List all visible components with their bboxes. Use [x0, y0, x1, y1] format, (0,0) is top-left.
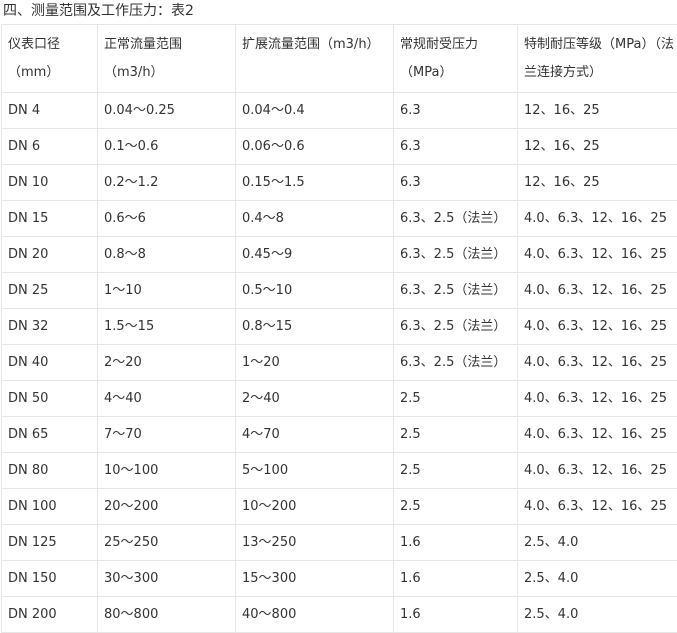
cell-extended-flow: 40～800: [236, 597, 394, 633]
cell-normal-flow: 1～10: [98, 273, 236, 309]
section-title: 四、测量范围及工作压力：表2: [3, 2, 194, 20]
cell-normal-pressure: 6.3、2.5（法兰）: [394, 309, 518, 345]
cell-special-pressure: 4.0、6.3、12、16、25: [518, 417, 677, 453]
cell-special-pressure: 4.0、6.3、12、16、25: [518, 381, 677, 417]
cell-normal-flow: 4～40: [98, 381, 236, 417]
cell-special-pressure: 2.5、4.0: [518, 525, 677, 561]
cell-normal-flow: 1.5～15: [98, 309, 236, 345]
cell-extended-flow: 0.4～8: [236, 201, 394, 237]
cell-normal-flow: 0.8～8: [98, 237, 236, 273]
cell-diameter: DN 150: [2, 561, 98, 597]
cell-special-pressure: 4.0、6.3、12、16、25: [518, 237, 677, 273]
cell-special-pressure: 4.0、6.3、12、16、25: [518, 489, 677, 525]
header-special-pressure: 特制耐压等级（MPa）（法兰连接方式）: [518, 25, 677, 93]
cell-normal-flow: 0.04～0.25: [98, 93, 236, 129]
header-extended-flow: 扩展流量范围（m3/h）: [236, 25, 394, 93]
cell-diameter: DN 100: [2, 489, 98, 525]
cell-normal-pressure: 1.6: [394, 597, 518, 633]
cell-normal-pressure: 1.6: [394, 525, 518, 561]
cell-normal-flow: 7～70: [98, 417, 236, 453]
cell-diameter: DN 15: [2, 201, 98, 237]
cell-diameter: DN 32: [2, 309, 98, 345]
cell-extended-flow: 0.45～9: [236, 237, 394, 273]
cell-normal-flow: 30～300: [98, 561, 236, 597]
header-diameter: 仪表口径（mm）: [2, 25, 98, 93]
cell-diameter: DN 200: [2, 597, 98, 633]
pressure-range-table: 仪表口径（mm） 正常流量范围（m3/h） 扩展流量范围（m3/h） 常规耐受压…: [1, 24, 677, 633]
cell-normal-pressure: 2.5: [394, 381, 518, 417]
cell-normal-flow: 0.1～0.6: [98, 129, 236, 165]
cell-diameter: DN 10: [2, 165, 98, 201]
cell-extended-flow: 0.06～0.6: [236, 129, 394, 165]
cell-normal-pressure: 1.6: [394, 561, 518, 597]
cell-special-pressure: 4.0、6.3、12、16、25: [518, 345, 677, 381]
cell-normal-pressure: 2.5: [394, 489, 518, 525]
cell-normal-pressure: 6.3、2.5（法兰）: [394, 237, 518, 273]
cell-special-pressure: 4.0、6.3、12、16、25: [518, 453, 677, 489]
header-normal-pressure: 常规耐受压力（MPa）: [394, 25, 518, 93]
cell-normal-flow: 25～250: [98, 525, 236, 561]
cell-special-pressure: 4.0、6.3、12、16、25: [518, 201, 677, 237]
cell-extended-flow: 10～200: [236, 489, 394, 525]
cell-special-pressure: 4.0、6.3、12、16、25: [518, 309, 677, 345]
cell-normal-flow: 0.2～1.2: [98, 165, 236, 201]
cell-extended-flow: 0.8～15: [236, 309, 394, 345]
cell-extended-flow: 1～20: [236, 345, 394, 381]
cell-extended-flow: 15～300: [236, 561, 394, 597]
table-header-row: 仪表口径（mm） 正常流量范围（m3/h） 扩展流量范围（m3/h） 常规耐受压…: [2, 25, 677, 93]
cell-normal-pressure: 6.3、2.5（法兰）: [394, 201, 518, 237]
cell-normal-pressure: 6.3: [394, 93, 518, 129]
cell-diameter: DN 50: [2, 381, 98, 417]
cell-diameter: DN 125: [2, 525, 98, 561]
cell-special-pressure: 12、16、25: [518, 165, 677, 201]
cell-diameter: DN 40: [2, 345, 98, 381]
cell-diameter: DN 4: [2, 93, 98, 129]
cell-diameter: DN 20: [2, 237, 98, 273]
cell-normal-flow: 2～20: [98, 345, 236, 381]
cell-normal-flow: 0.6～6: [98, 201, 236, 237]
cell-extended-flow: 2～40: [236, 381, 394, 417]
cell-normal-flow: 10～100: [98, 453, 236, 489]
cell-normal-pressure: 6.3: [394, 165, 518, 201]
cell-special-pressure: 12、16、25: [518, 129, 677, 165]
cell-normal-pressure: 6.3、2.5（法兰）: [394, 273, 518, 309]
cell-normal-flow: 20～200: [98, 489, 236, 525]
cell-normal-pressure: 2.5: [394, 417, 518, 453]
cell-extended-flow: 4～70: [236, 417, 394, 453]
cell-special-pressure: 2.5、4.0: [518, 597, 677, 633]
cell-diameter: DN 6: [2, 129, 98, 165]
cell-extended-flow: 5～100: [236, 453, 394, 489]
cell-normal-pressure: 6.3、2.5（法兰）: [394, 345, 518, 381]
cell-normal-flow: 80～800: [98, 597, 236, 633]
cell-special-pressure: 4.0、6.3、12、16、25: [518, 273, 677, 309]
cell-diameter: DN 80: [2, 453, 98, 489]
cell-diameter: DN 65: [2, 417, 98, 453]
cell-normal-pressure: 6.3: [394, 129, 518, 165]
cell-normal-pressure: 2.5: [394, 453, 518, 489]
cell-special-pressure: 2.5、4.0: [518, 561, 677, 597]
header-normal-flow: 正常流量范围（m3/h）: [98, 25, 236, 93]
cell-diameter: DN 25: [2, 273, 98, 309]
cell-extended-flow: 13～250: [236, 525, 394, 561]
cell-extended-flow: 0.15～1.5: [236, 165, 394, 201]
cell-extended-flow: 0.5～10: [236, 273, 394, 309]
cell-special-pressure: 12、16、25: [518, 93, 677, 129]
cell-extended-flow: 0.04～0.4: [236, 93, 394, 129]
